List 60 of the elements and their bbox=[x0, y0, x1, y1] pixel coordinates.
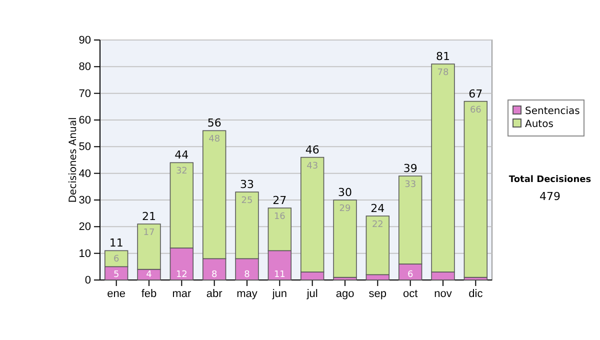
total-label: 81 bbox=[436, 50, 450, 63]
text: 479 bbox=[540, 190, 560, 203]
data-label: 5 bbox=[113, 270, 120, 280]
y-tick-label: 70 bbox=[78, 88, 91, 100]
y-tick-label: 40 bbox=[78, 168, 91, 180]
data-label: 25 bbox=[241, 196, 253, 206]
total-label: 21 bbox=[142, 210, 156, 223]
x-tick-label: nov bbox=[434, 288, 452, 300]
x-tick-label: may bbox=[236, 288, 258, 300]
bar bbox=[464, 100, 488, 278]
data-label: 16 bbox=[274, 212, 286, 222]
y-axis-title: Decisiones Anual bbox=[68, 117, 79, 203]
x-tick-label: jul bbox=[306, 288, 318, 300]
data-label: 4 bbox=[146, 270, 152, 280]
y-tick-label: 90 bbox=[78, 34, 91, 47]
total-label: 46 bbox=[305, 143, 320, 156]
x-tick-label: mar bbox=[172, 288, 192, 300]
data-label: 8 bbox=[211, 270, 218, 280]
legend-label: Sentencias bbox=[525, 106, 580, 117]
data-label: 33 bbox=[404, 180, 416, 190]
text: Total Decisiones bbox=[508, 175, 592, 185]
total-label: 11 bbox=[109, 236, 124, 250]
y-tick-label: 30 bbox=[78, 194, 91, 207]
y-tick-label: 20 bbox=[78, 221, 91, 234]
x-tick-label: dic bbox=[468, 288, 484, 300]
x-tick-label: ene bbox=[107, 288, 126, 300]
x-tick-label: sep bbox=[368, 288, 387, 300]
data-label: 48 bbox=[208, 134, 220, 145]
y-tick-label: 50 bbox=[78, 141, 91, 154]
total-label: 24 bbox=[370, 202, 385, 215]
x-tick-label: feb bbox=[141, 288, 157, 300]
total-label: 56 bbox=[207, 116, 222, 130]
data-label: 11 bbox=[274, 270, 286, 280]
legend-label: Autos bbox=[525, 119, 554, 130]
y-tick-label: 10 bbox=[78, 248, 91, 260]
data-label: 78 bbox=[437, 68, 449, 78]
total-label: 33 bbox=[240, 178, 254, 191]
data-label: 17 bbox=[143, 228, 155, 238]
data-label: 43 bbox=[306, 161, 318, 172]
data-label: 32 bbox=[176, 166, 188, 177]
data-label: 6 bbox=[407, 270, 414, 280]
x-tick-label: jun bbox=[271, 288, 288, 300]
x-tick-label: ago bbox=[336, 288, 354, 300]
data-label: 6 bbox=[113, 254, 120, 265]
total-label: 27 bbox=[272, 194, 287, 207]
total-label: 39 bbox=[403, 162, 418, 175]
data-label: 12 bbox=[176, 270, 188, 280]
total-label: 44 bbox=[174, 148, 189, 162]
data-label: 29 bbox=[339, 204, 351, 214]
x-tick-label: abr bbox=[206, 288, 223, 300]
y-tick-label: 0 bbox=[84, 274, 91, 287]
y-tick-label: 60 bbox=[78, 114, 91, 127]
y-tick-label: 80 bbox=[78, 61, 91, 74]
x-tick-label: oct bbox=[402, 288, 418, 300]
data-label: 8 bbox=[244, 270, 250, 280]
total-label: 67 bbox=[468, 87, 483, 100]
data-label: 66 bbox=[470, 105, 482, 116]
bar bbox=[333, 200, 357, 278]
data-label: 22 bbox=[372, 220, 384, 230]
total-label: 30 bbox=[338, 186, 352, 199]
